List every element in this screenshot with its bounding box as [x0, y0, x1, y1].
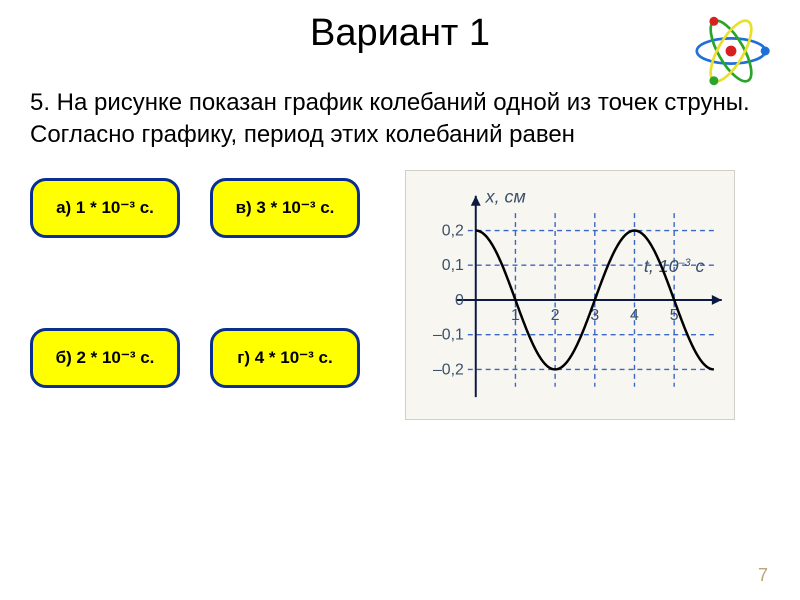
- svg-text:2: 2: [551, 307, 560, 324]
- option-b[interactable]: б) 2 * 10⁻³ с.: [30, 328, 180, 388]
- svg-text:4: 4: [630, 307, 639, 324]
- svg-text:x, см: x, см: [485, 187, 526, 207]
- oscillation-chart: 0,20,10–0,1–0,212345x, смt, 10–3 с: [405, 170, 735, 420]
- svg-text:0,2: 0,2: [442, 222, 464, 239]
- content-row: а) 1 * 10⁻³ с. в) 3 * 10⁻³ с. б) 2 * 10⁻…: [0, 170, 800, 420]
- chart-container: 0,20,10–0,1–0,212345x, смt, 10–3 с: [360, 170, 770, 420]
- option-a[interactable]: а) 1 * 10⁻³ с.: [30, 178, 180, 238]
- page-title: Вариант 1: [0, 0, 800, 55]
- options-grid: а) 1 * 10⁻³ с. в) 3 * 10⁻³ с. б) 2 * 10⁻…: [30, 170, 360, 420]
- option-v[interactable]: в) 3 * 10⁻³ с.: [210, 178, 360, 238]
- svg-text:–0,1: –0,1: [433, 326, 464, 343]
- svg-text:–0,2: –0,2: [433, 361, 464, 378]
- svg-text:t, 10–3 с: t, 10–3 с: [644, 256, 705, 276]
- svg-text:0: 0: [455, 292, 464, 309]
- atom-icon: [686, 6, 776, 96]
- page-number: 7: [758, 565, 768, 586]
- option-g[interactable]: г) 4 * 10⁻³ с.: [210, 328, 360, 388]
- svg-text:0,1: 0,1: [442, 257, 464, 274]
- question-text: 5. На рисунке показан график колебаний о…: [0, 55, 800, 170]
